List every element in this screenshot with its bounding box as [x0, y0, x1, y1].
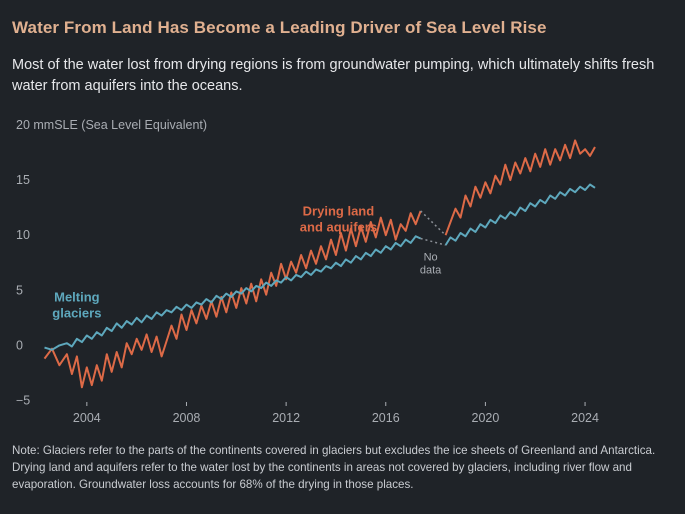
label-layer: Drying land and aquifers Melting glaciers No…	[52, 203, 442, 320]
x-tick-label: 2020	[472, 411, 500, 425]
glaciers-series-label: Melting glaciers	[52, 289, 101, 320]
y-tick-label: 10	[16, 228, 30, 242]
line-chart: −5 0 5 10 15 20 mmSLE (Sea Level Equivalent) 2…	[16, 118, 599, 425]
y-tick-label: −5	[16, 393, 30, 407]
drying-line-after-gap	[444, 139, 596, 236]
x-tick-label: 2008	[173, 411, 201, 425]
y-tick-label: 5	[16, 283, 23, 297]
drying-gap-connector	[420, 210, 447, 236]
y-tick-label: 15	[16, 173, 30, 187]
series-layer	[43, 139, 596, 389]
x-tick-label: 2004	[73, 411, 101, 425]
x-tick-label: 2024	[571, 411, 599, 425]
chart-title: Water From Land Has Become a Leading Dri…	[12, 18, 547, 37]
drying-series-label: Drying land and aquifers	[300, 203, 377, 234]
glaciers-line	[44, 235, 422, 351]
chart-subtitle: Most of the water lost from drying regio…	[12, 57, 655, 94]
glaciers-line-after-gap	[444, 183, 596, 246]
y-tick-label: 20 mmSLE (Sea Level Equivalent)	[16, 118, 207, 132]
chart-note: Note: Glaciers refer to the parts of the…	[12, 444, 656, 491]
x-tick-label: 2012	[272, 411, 300, 425]
tick-layer: −5 0 5 10 15 20 mmSLE (Sea Level Equivalent) 2…	[16, 118, 599, 425]
x-tick-label: 2016	[372, 411, 400, 425]
no-data-label: No data	[420, 252, 442, 277]
glaciers-gap-connector	[420, 237, 446, 246]
y-tick-label: 0	[16, 338, 23, 352]
drying-line	[43, 210, 422, 389]
